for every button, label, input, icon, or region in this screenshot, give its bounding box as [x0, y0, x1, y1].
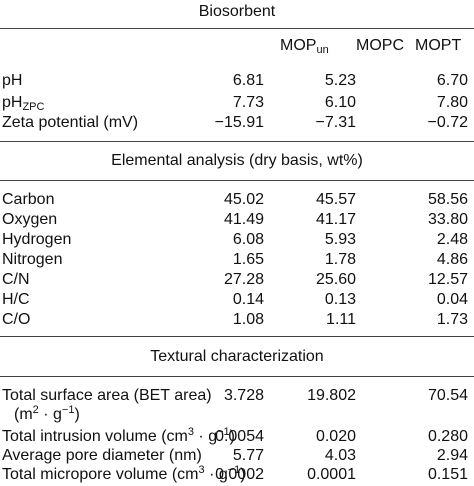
- row-value-mop-un: 0.0054: [215, 428, 264, 445]
- col-header-mopt: MOPT: [415, 37, 462, 54]
- row-value-mopc: 25.60: [315, 271, 356, 288]
- rule-section3: [0, 336, 474, 337]
- row-label: C/O: [2, 311, 31, 328]
- row-value-mopt: 6.70: [436, 72, 468, 89]
- label-base: Total intrusion volume (cm: [2, 428, 188, 445]
- col-header-mop-sub: un: [316, 44, 329, 56]
- row-value-mopc: 1.11: [326, 311, 356, 328]
- row-value-mopt: 1.73: [436, 311, 468, 328]
- table-title: Biosorbent: [198, 3, 276, 20]
- row-value-mop-un: 6.08: [232, 231, 264, 248]
- label-sup: −1: [227, 464, 241, 476]
- row-label: pH: [2, 72, 23, 89]
- rule-section2-below: [0, 180, 474, 181]
- row-label-sub: ZPC: [22, 101, 45, 113]
- row-label-base: pH: [2, 94, 23, 111]
- col-header-mopc: MOPC: [356, 37, 404, 54]
- row-value-mop-un: −15.91: [214, 114, 264, 131]
- row-value-mopc: 6.10: [324, 94, 356, 111]
- row-label-unit: (m2 · g−1): [14, 405, 80, 425]
- row-value-mopt: 12.57: [427, 271, 468, 288]
- row-value-mopc: 5.93: [324, 231, 356, 248]
- row-value-mop-un: 5.77: [232, 447, 264, 464]
- row-label: Oxygen: [2, 211, 58, 228]
- unit-sup: −1: [61, 404, 75, 416]
- row-value-mopt: 2.94: [436, 447, 468, 464]
- row-value-mopt: 2.48: [436, 231, 468, 248]
- label-base: Total micropore volume (cm: [2, 466, 199, 483]
- label-mid: · g: [204, 466, 228, 483]
- row-value-mopc: 0.020: [315, 428, 356, 445]
- section-header-textural: Textural characterization: [150, 348, 324, 365]
- row-value-mopt: 0.151: [427, 466, 468, 483]
- row-value-mopt: −0.72: [427, 114, 468, 131]
- col-header-mop-base: MOP: [280, 37, 317, 54]
- row-label: C/N: [2, 271, 30, 288]
- row-value-mopc: 41.17: [315, 211, 356, 228]
- row-value-mop-un: 3.728: [223, 387, 264, 404]
- row-label: Total micropore volume (cm3 · g−1): [2, 465, 246, 485]
- label-sup: 3: [198, 464, 205, 476]
- row-value-mop-un: 1.08: [232, 311, 264, 328]
- row-label: H/C: [2, 291, 30, 308]
- unit-end: ): [74, 406, 80, 423]
- row-label: Average pore diameter (nm): [2, 447, 202, 464]
- row-label: Zeta potential (mV): [2, 114, 139, 131]
- row-value-mopt: 58.56: [427, 191, 468, 208]
- label-mid: · g: [193, 428, 218, 445]
- row-value-mop-un: 6.81: [232, 72, 264, 89]
- label-sup: −1: [217, 426, 230, 438]
- row-value-mopc: 1.78: [324, 251, 356, 268]
- row-value-mop-un: 45.02: [223, 191, 264, 208]
- rule-top: [0, 28, 474, 29]
- row-value-mopt: 0.280: [427, 428, 468, 445]
- row-value-mop-un: 0.0002: [215, 466, 264, 483]
- rule-section2: [0, 141, 474, 142]
- label-sup: 3: [187, 426, 194, 438]
- row-value-mopc: 5.23: [324, 72, 356, 89]
- unit-mid: · g: [38, 406, 62, 423]
- row-value-mop-un: 27.28: [223, 271, 264, 288]
- row-value-mopt: 33.80: [427, 211, 468, 228]
- row-value-mopc: 4.03: [324, 447, 356, 464]
- label-end: ): [240, 466, 246, 483]
- row-value-mopt: 4.86: [436, 251, 468, 268]
- row-value-mopt: 70.54: [427, 387, 468, 404]
- unit-sup: 2: [32, 404, 39, 416]
- row-label: Nitrogen: [2, 251, 63, 268]
- row-label: Hydrogen: [2, 231, 72, 248]
- row-value-mopt: 0.04: [436, 291, 468, 308]
- row-value-mop-un: 1.65: [232, 251, 264, 268]
- col-header-mop-un: MOPun: [280, 34, 329, 58]
- row-value-mopc: 0.0001: [307, 466, 356, 483]
- row-value-mop-un: 7.73: [232, 94, 264, 111]
- row-label: pHZPC: [2, 93, 44, 113]
- unit-base: (m: [14, 406, 33, 423]
- row-value-mopc: 0.13: [324, 291, 356, 308]
- row-value-mopt: 7.80: [436, 94, 468, 111]
- row-value-mopc: 19.802: [307, 387, 356, 404]
- section-header-elemental: Elemental analysis (dry basis, wt%): [111, 152, 363, 169]
- row-value-mop-un: 41.49: [223, 211, 264, 228]
- row-value-mop-un: 0.14: [232, 291, 264, 308]
- row-value-mopc: 45.57: [315, 191, 356, 208]
- row-label: Total intrusion volume (cm3 · g−1): [2, 427, 235, 447]
- label-end: ): [229, 428, 235, 445]
- row-label: Carbon: [2, 191, 55, 208]
- row-label: Total surface area (BET area): [2, 387, 212, 404]
- rule-section3-below: [0, 376, 474, 377]
- row-value-mopc: −7.31: [315, 114, 356, 131]
